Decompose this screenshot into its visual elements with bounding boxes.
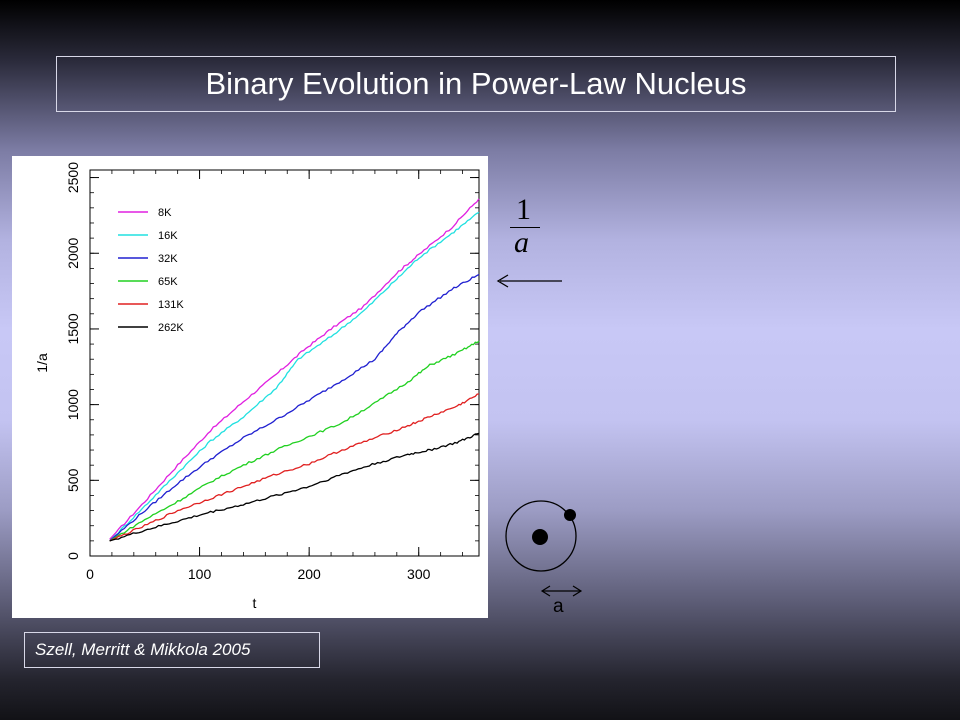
separation-label: a [553, 596, 564, 617]
fraction-denominator: a [514, 226, 529, 259]
slide-title: Binary Evolution in Power-Law Nucleus [56, 56, 896, 112]
x-tick-label: 300 [407, 566, 431, 582]
y-axis-label: 1/a [34, 353, 50, 373]
chart-panel: 0 100 200 300 0 500 1000 1500 2000 2500 t 1/a 8K 16K 3… [12, 156, 488, 618]
x-axis-label: t [253, 595, 257, 611]
series-line-65k [109, 340, 480, 542]
x-tick-label: 0 [86, 566, 94, 582]
y-tick-label: 2500 [65, 162, 81, 193]
secondary-black-hole-icon [564, 509, 576, 521]
line-chart: 0 100 200 300 0 500 1000 1500 2000 2500 t 1/a 8K 16K 3… [34, 162, 480, 611]
plot-frame [89, 169, 480, 557]
legend-label-131k: 131K [158, 299, 184, 311]
legend-label-32k: 32K [158, 253, 178, 265]
legend-label-65k: 65K [158, 276, 178, 288]
inverse-a-fraction: 1 a [508, 193, 544, 263]
central-black-hole-icon [532, 529, 548, 545]
series-line-8k [109, 198, 480, 540]
series-line-262k [109, 432, 480, 542]
legend-label-16k: 16K [158, 230, 178, 242]
citation: Szell, Merritt & Mikkola 2005 [24, 632, 320, 668]
fraction-numerator: 1 [516, 193, 531, 226]
y-tick-label: 2000 [65, 237, 81, 268]
fraction-bar [510, 227, 540, 228]
binary-orbit-diagram [505, 500, 583, 597]
legend-label-262k: 262K [158, 322, 184, 334]
y-tick-label: 1000 [65, 389, 81, 420]
legend-label-8k: 8K [158, 207, 172, 219]
y-tick-label: 0 [65, 552, 81, 560]
series-line-16k [109, 211, 480, 542]
series-line-131k [109, 393, 480, 542]
separation-arrow-icon [540, 585, 583, 597]
orbit-circle [505, 500, 577, 572]
x-tick-label: 100 [188, 566, 212, 582]
series-line-32k [109, 273, 480, 542]
y-tick-label: 1500 [65, 313, 81, 344]
left-arrow-icon [496, 274, 562, 288]
x-tick-label: 200 [297, 566, 321, 582]
y-tick-label: 500 [65, 468, 81, 492]
